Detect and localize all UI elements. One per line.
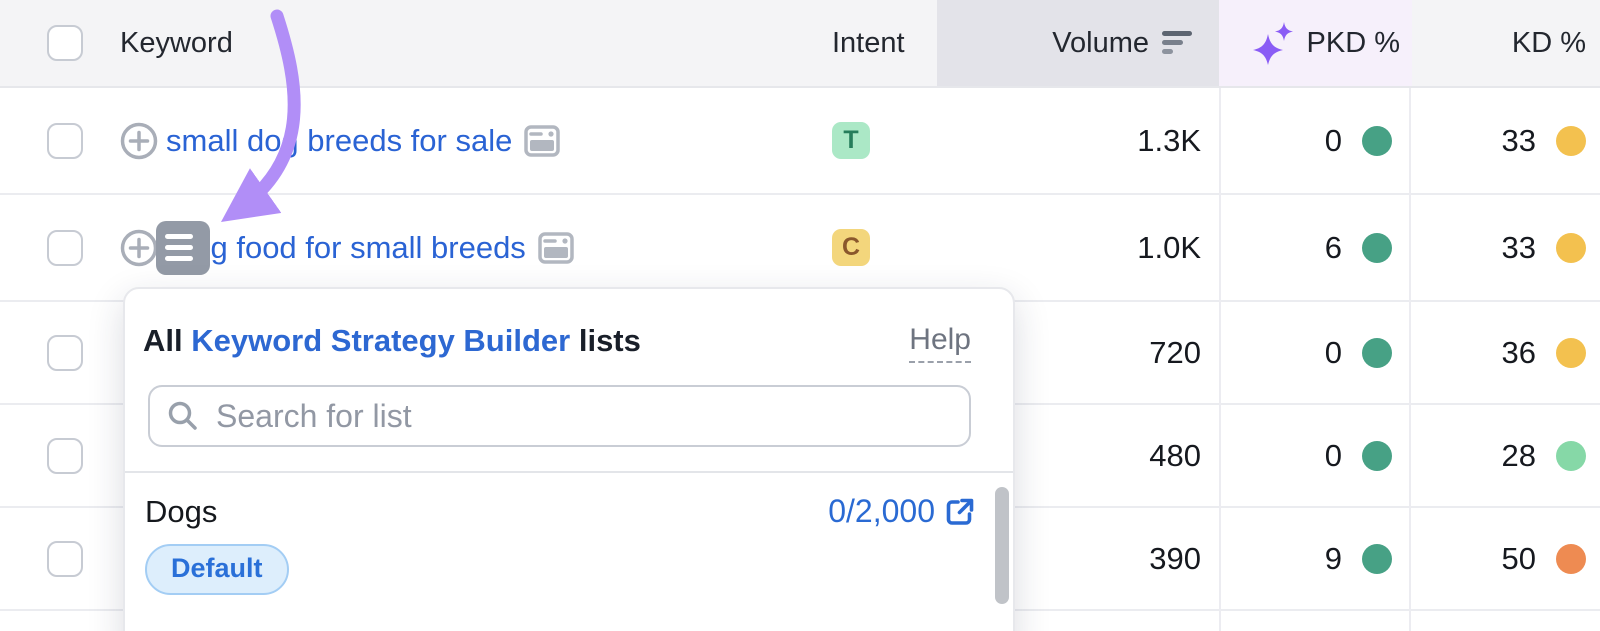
keyword-column-header[interactable]: Keyword bbox=[120, 26, 233, 59]
row-checkbox-cell bbox=[0, 88, 110, 193]
header-keyword-cell: Keyword bbox=[110, 0, 810, 86]
volume-value: 1.3K bbox=[1137, 122, 1201, 158]
kd-cell: 33 bbox=[1412, 88, 1600, 193]
kd-column-header[interactable]: KD % bbox=[1511, 26, 1586, 59]
header-kd-cell: KD % bbox=[1412, 0, 1600, 86]
row-checkbox[interactable] bbox=[47, 540, 83, 577]
volume-value: 720 bbox=[1149, 334, 1201, 370]
header-pkd-cell: PKD % bbox=[1219, 0, 1412, 86]
intent-cell: T bbox=[810, 88, 937, 193]
volume-value: 390 bbox=[1149, 540, 1201, 576]
row-checkbox-cell bbox=[0, 302, 110, 403]
add-keyword-icon[interactable] bbox=[120, 122, 158, 160]
pkd-value: 0 bbox=[1324, 122, 1342, 158]
popup-scrollbar[interactable] bbox=[995, 487, 1009, 604]
ai-sparkle-icon bbox=[1252, 22, 1293, 65]
row-checkbox[interactable] bbox=[47, 229, 83, 266]
kd-dot bbox=[1556, 543, 1586, 574]
keyword-cell: small dog breeds for sale bbox=[110, 88, 810, 193]
kd-value: 28 bbox=[1501, 437, 1536, 473]
search-icon bbox=[168, 401, 197, 430]
external-link-icon bbox=[946, 498, 974, 525]
pkd-value: 0 bbox=[1324, 437, 1342, 473]
serp-features-icon[interactable] bbox=[524, 124, 561, 157]
kd-dot bbox=[1556, 440, 1586, 471]
popup-title-suffix: lists bbox=[578, 323, 641, 358]
keyword-link[interactable]: dog food for small breeds bbox=[176, 229, 526, 265]
row-checkbox-cell bbox=[0, 195, 110, 300]
sort-descending-icon[interactable] bbox=[1162, 31, 1196, 55]
pkd-cell: 0 bbox=[1219, 302, 1412, 403]
kd-cell: 28 bbox=[1412, 405, 1600, 506]
kd-value: 36 bbox=[1501, 334, 1536, 370]
serp-features-icon[interactable] bbox=[538, 231, 574, 264]
list-item[interactable]: Dogs 0/2,000 Default bbox=[125, 473, 1013, 595]
list-usage-count: 0/2,000 bbox=[828, 493, 935, 529]
kd-dot bbox=[1556, 232, 1586, 263]
pkd-dot bbox=[1362, 440, 1392, 471]
pkd-value: 6 bbox=[1324, 229, 1342, 265]
table-row: small dog breeds for sale T 1.3K 0 33 bbox=[0, 88, 1600, 195]
search-input[interactable] bbox=[216, 397, 953, 435]
volume-cell: 1.0K bbox=[937, 195, 1219, 300]
kd-cell: 36 bbox=[1412, 302, 1600, 403]
header-checkbox-cell bbox=[0, 0, 110, 86]
pkd-value: 9 bbox=[1324, 540, 1342, 576]
volume-column-header[interactable]: Volume bbox=[1052, 26, 1149, 59]
row-checkbox-cell bbox=[0, 508, 110, 609]
kd-dot bbox=[1556, 125, 1586, 156]
help-link[interactable]: Help bbox=[909, 323, 971, 363]
intent-column-header[interactable]: Intent bbox=[832, 26, 905, 59]
pkd-dot bbox=[1362, 543, 1392, 574]
keyword-cell: dog food for small breeds bbox=[110, 195, 810, 300]
intent-cell: C bbox=[810, 195, 937, 300]
kd-value: 33 bbox=[1501, 229, 1536, 265]
list-search-box[interactable] bbox=[148, 385, 971, 447]
volume-cell: 480 bbox=[937, 405, 1219, 506]
table-header: Keyword Intent Volume PKD % KD % bbox=[0, 0, 1600, 88]
table-row: dog food for small breeds C 1.0K 6 33 bbox=[0, 195, 1600, 302]
pkd-dot bbox=[1362, 125, 1392, 156]
popup-divider bbox=[125, 471, 1013, 473]
row-checkbox[interactable] bbox=[47, 334, 83, 371]
keyword-link[interactable]: small dog breeds for sale bbox=[166, 122, 513, 158]
pkd-cell: 9 bbox=[1219, 508, 1412, 609]
pkd-cell: 0 bbox=[1219, 405, 1412, 506]
volume-value: 480 bbox=[1149, 437, 1201, 473]
volume-cell: 1.3K bbox=[937, 88, 1219, 193]
kd-cell: 33 bbox=[1412, 195, 1600, 300]
pkd-dot bbox=[1362, 232, 1392, 263]
row-checkbox-cell bbox=[0, 405, 110, 506]
pkd-column-header[interactable]: PKD % bbox=[1306, 26, 1400, 59]
intent-badge-transactional[interactable]: T bbox=[832, 122, 870, 159]
row-checkbox[interactable] bbox=[47, 437, 83, 474]
kd-cell: 50 bbox=[1412, 508, 1600, 609]
popup-title-prefix: All bbox=[143, 323, 192, 358]
popup-title: All Keyword Strategy Builder lists bbox=[143, 323, 641, 359]
list-usage-link[interactable]: 0/2,000 bbox=[828, 493, 975, 530]
kd-value: 33 bbox=[1501, 122, 1536, 158]
pkd-value: 0 bbox=[1324, 334, 1342, 370]
intent-badge-commercial[interactable]: C bbox=[832, 229, 870, 266]
volume-cell: 390 bbox=[937, 508, 1219, 609]
pkd-cell: 0 bbox=[1219, 88, 1412, 193]
list-name[interactable]: Dogs bbox=[145, 493, 218, 529]
keyword-strategy-builder-link[interactable]: Keyword Strategy Builder bbox=[191, 323, 571, 358]
volume-value: 1.0K bbox=[1137, 229, 1201, 265]
kd-dot bbox=[1556, 337, 1586, 368]
volume-cell: 720 bbox=[937, 302, 1219, 403]
row-checkbox[interactable] bbox=[47, 122, 83, 159]
add-keyword-icon[interactable] bbox=[120, 229, 158, 267]
kd-value: 50 bbox=[1501, 540, 1536, 576]
header-intent-cell: Intent bbox=[810, 0, 937, 86]
select-all-checkbox[interactable] bbox=[47, 25, 83, 61]
popup-header: All Keyword Strategy Builder lists Help bbox=[125, 289, 1013, 363]
pkd-cell: 6 bbox=[1219, 195, 1412, 300]
pkd-dot bbox=[1362, 337, 1392, 368]
default-list-badge: Default bbox=[145, 544, 289, 595]
keyword-lists-popup: All Keyword Strategy Builder lists Help … bbox=[123, 287, 1015, 631]
header-volume-cell: Volume bbox=[937, 0, 1219, 86]
add-to-list-button[interactable] bbox=[156, 220, 210, 275]
